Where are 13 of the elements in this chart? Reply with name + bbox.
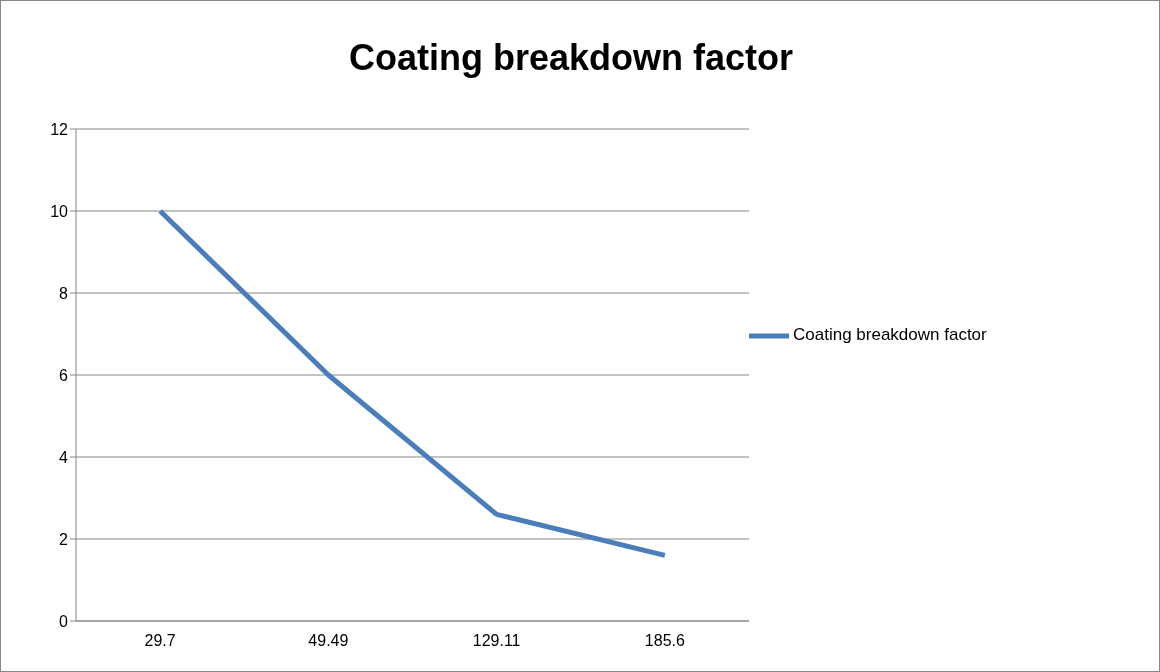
y-tick-label: 0 — [59, 612, 69, 630]
x-tick-label: 129.11 — [472, 632, 521, 650]
x-tick-label: 185.6 — [644, 632, 685, 650]
x-tick-label: 49.49 — [308, 632, 349, 650]
y-tick-label: 10 — [50, 202, 69, 220]
y-tick-label: 6 — [59, 366, 69, 384]
y-tick-label: 12 — [50, 120, 69, 138]
y-tick-label: 4 — [59, 448, 69, 466]
chart-title: Coating breakdown factor — [347, 37, 794, 79]
y-tick-label: 2 — [59, 530, 69, 548]
legend-label: Coating breakdown factor — [793, 325, 987, 345]
y-tick-label: 8 — [59, 284, 69, 302]
x-tick-label: 29.7 — [144, 632, 176, 650]
